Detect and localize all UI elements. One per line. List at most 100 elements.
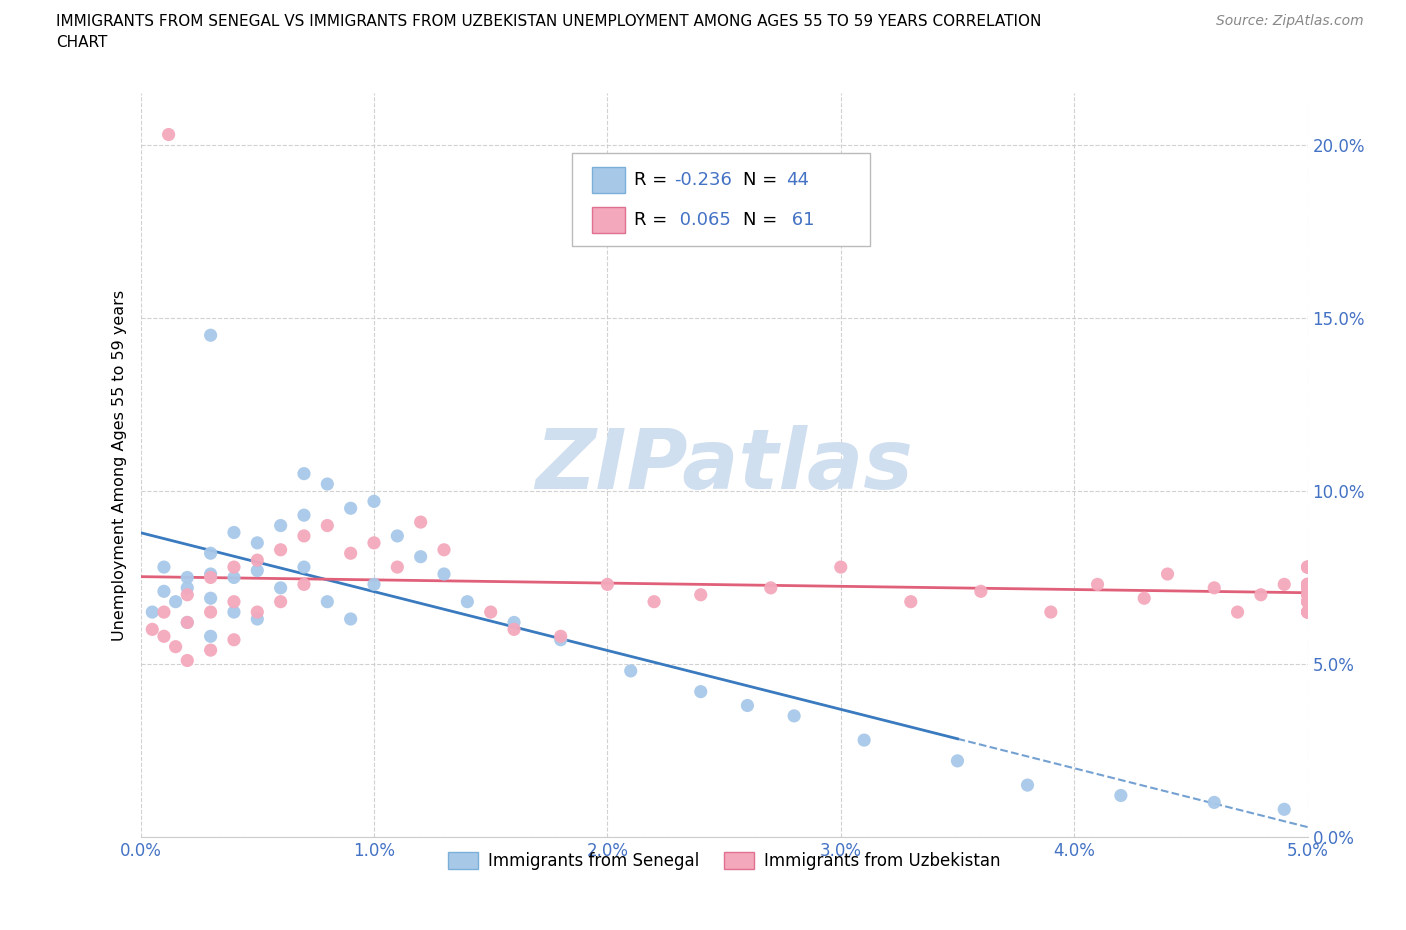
Point <box>1087 577 1109 591</box>
Point <box>1156 566 1178 581</box>
FancyBboxPatch shape <box>592 206 624 232</box>
Point <box>1250 588 1272 603</box>
Point <box>1296 577 1319 591</box>
Point <box>176 570 198 585</box>
Point <box>363 577 385 591</box>
Point <box>387 528 409 543</box>
Point <box>433 542 456 557</box>
Point <box>153 584 176 599</box>
Point <box>1296 560 1319 575</box>
Point <box>620 663 643 678</box>
Text: CHART: CHART <box>56 35 108 50</box>
Point <box>1296 588 1319 603</box>
Point <box>1296 588 1319 603</box>
Point <box>270 518 292 533</box>
Point <box>1017 777 1039 792</box>
Point <box>200 643 222 658</box>
Legend: Immigrants from Senegal, Immigrants from Uzbekistan: Immigrants from Senegal, Immigrants from… <box>441 845 1007 877</box>
Text: N =: N = <box>742 210 783 229</box>
Point <box>270 542 292 557</box>
Point <box>409 514 432 529</box>
Text: 44: 44 <box>786 171 808 189</box>
Point <box>1039 604 1062 619</box>
Point <box>176 653 198 668</box>
Point <box>200 570 222 585</box>
Point <box>246 563 269 578</box>
Point <box>200 566 222 581</box>
Point <box>141 604 163 619</box>
Point <box>433 566 456 581</box>
Point <box>737 698 759 713</box>
Point <box>246 536 269 551</box>
Point <box>1296 604 1319 619</box>
Point <box>141 622 163 637</box>
Point <box>830 560 852 575</box>
Point <box>1296 594 1319 609</box>
Point <box>1296 604 1319 619</box>
Text: R =: R = <box>634 171 673 189</box>
Point <box>316 476 339 491</box>
Y-axis label: Unemployment Among Ages 55 to 59 years: Unemployment Among Ages 55 to 59 years <box>111 289 127 641</box>
Point <box>292 560 315 575</box>
Point <box>292 577 315 591</box>
Point <box>689 684 711 699</box>
Point <box>1296 577 1319 591</box>
Point <box>503 615 526 630</box>
Text: 0.065: 0.065 <box>673 210 731 229</box>
Point <box>200 629 222 644</box>
FancyBboxPatch shape <box>592 167 624 193</box>
Point <box>1296 560 1319 575</box>
Point <box>222 560 245 575</box>
Point <box>1296 594 1319 609</box>
Point <box>363 536 385 551</box>
Point <box>1296 580 1319 595</box>
Point <box>222 570 245 585</box>
Point <box>1272 802 1295 817</box>
Point <box>176 615 198 630</box>
Point <box>550 632 572 647</box>
Point <box>503 622 526 637</box>
FancyBboxPatch shape <box>572 153 870 246</box>
Point <box>900 594 922 609</box>
Point <box>853 733 876 748</box>
Point <box>153 629 176 644</box>
Point <box>316 594 339 609</box>
Point <box>153 604 176 619</box>
Point <box>176 580 198 595</box>
Point <box>550 629 572 644</box>
Point <box>165 639 187 654</box>
Point <box>339 546 361 561</box>
Point <box>1296 594 1319 609</box>
Point <box>157 127 180 142</box>
Point <box>292 528 315 543</box>
Point <box>1296 580 1319 595</box>
Point <box>759 580 782 595</box>
Point <box>176 588 198 603</box>
Text: -0.236: -0.236 <box>673 171 731 189</box>
Point <box>222 525 245 540</box>
Point <box>153 560 176 575</box>
Point <box>596 577 619 591</box>
Text: N =: N = <box>742 171 783 189</box>
Point <box>292 508 315 523</box>
Point <box>339 612 361 627</box>
Point <box>387 560 409 575</box>
Text: ZIPatlas: ZIPatlas <box>536 424 912 506</box>
Point <box>222 594 245 609</box>
Point <box>176 615 198 630</box>
Point <box>246 552 269 567</box>
Point <box>1204 795 1226 810</box>
Point <box>1296 577 1319 591</box>
Point <box>409 550 432 565</box>
Point <box>643 594 665 609</box>
Point <box>1296 580 1319 595</box>
Point <box>200 591 222 605</box>
Point <box>456 594 478 609</box>
Text: Source: ZipAtlas.com: Source: ZipAtlas.com <box>1216 14 1364 28</box>
Point <box>783 709 806 724</box>
Point <box>970 584 993 599</box>
Point <box>316 518 339 533</box>
Point <box>222 604 245 619</box>
Point <box>165 594 187 609</box>
Point <box>270 594 292 609</box>
